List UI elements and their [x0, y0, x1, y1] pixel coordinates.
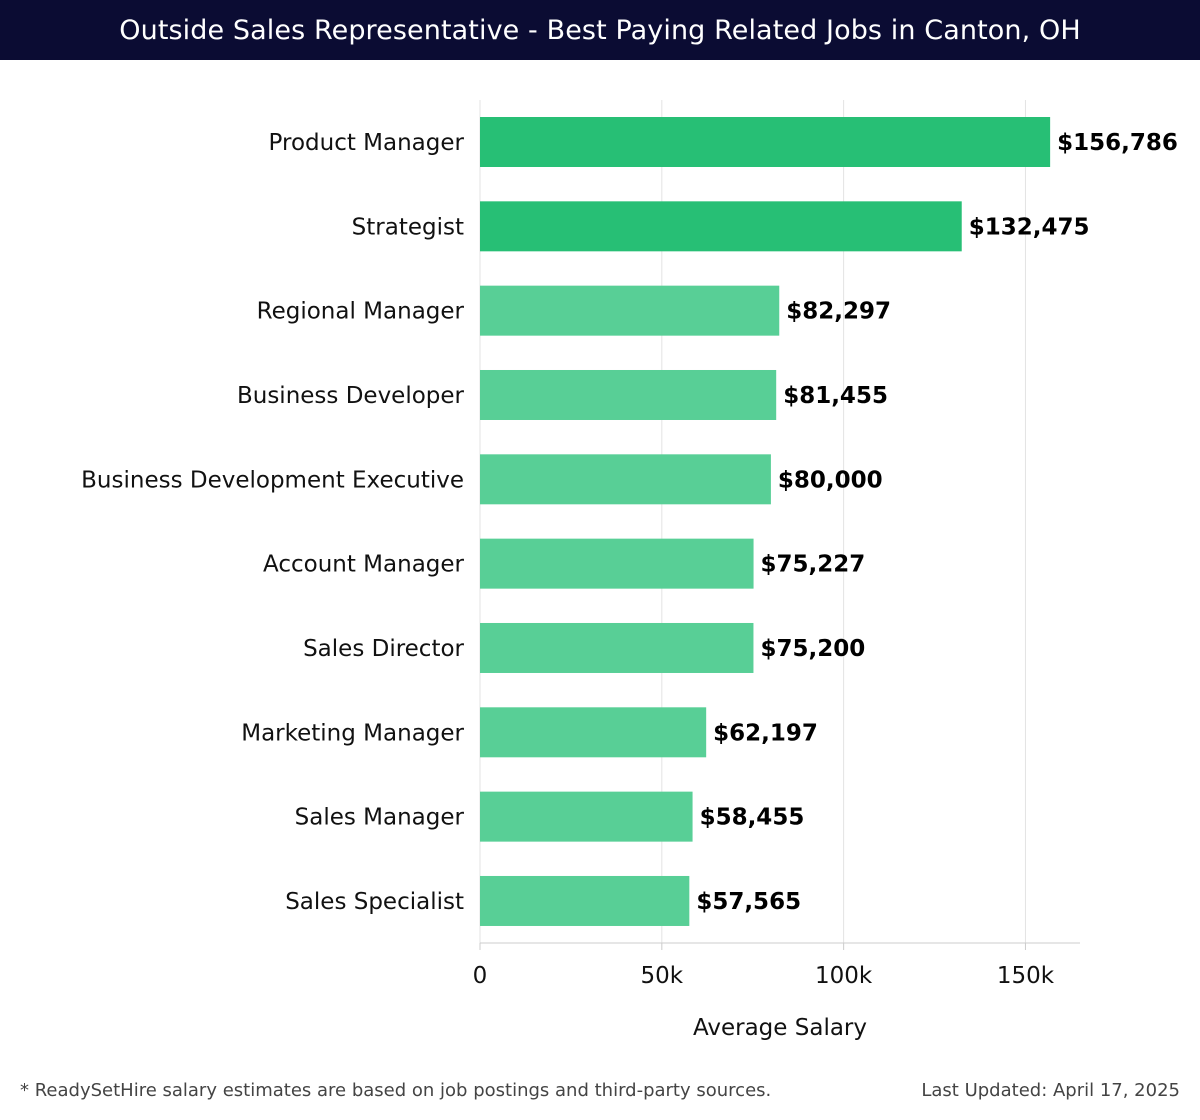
bar: [480, 117, 1051, 167]
value-label: $75,227: [761, 552, 866, 578]
x-tick-label: 100k: [815, 963, 873, 989]
value-label: $58,455: [700, 805, 805, 831]
value-label: $57,565: [696, 889, 801, 915]
bars: Product Manager $156,786 Strategist $132,47…: [81, 117, 1178, 926]
value-label: $75,200: [760, 636, 865, 662]
bar: [480, 369, 777, 420]
bar: [480, 538, 754, 589]
bar: [480, 791, 693, 842]
value-label: $82,297: [786, 299, 891, 325]
category-label: Sales Director: [303, 636, 464, 662]
category-label: Business Development Executive: [81, 467, 464, 493]
category-label: Product Manager: [269, 130, 465, 156]
category-label: Account Manager: [263, 552, 465, 578]
category-label: Strategist: [352, 214, 464, 240]
bar: [480, 201, 962, 252]
category-label: Business Developer: [237, 383, 465, 409]
category-label: Sales Manager: [295, 805, 465, 831]
value-label: $62,197: [713, 720, 818, 746]
x-axis-title: Average Salary: [693, 1015, 867, 1041]
x-axis: 0 50k 100k 150k: [473, 942, 1080, 989]
bar: [480, 875, 690, 926]
x-tick-label: 150k: [997, 963, 1055, 989]
footnote-updated: Last Updated: April 17, 2025: [921, 1080, 1180, 1101]
footnote-source: * ReadySetHire salary estimates are base…: [20, 1080, 772, 1101]
bar: [480, 622, 754, 673]
bar: [480, 285, 780, 336]
value-label: $81,455: [783, 383, 888, 409]
category-label: Sales Specialist: [285, 889, 464, 915]
bar: [480, 454, 771, 505]
category-label: Regional Manager: [257, 299, 465, 325]
x-tick-label: 0: [473, 963, 488, 989]
chart-title: Outside Sales Representative - Best Payi…: [0, 0, 1200, 60]
value-label: $80,000: [778, 467, 883, 493]
value-label: $132,475: [969, 214, 1090, 240]
x-tick-label: 50k: [641, 963, 684, 989]
category-label: Marketing Manager: [241, 720, 464, 746]
bar-chart: Product Manager $156,786 Strategist $132,47…: [81, 100, 1178, 1041]
bar: [480, 707, 707, 758]
value-label: $156,786: [1057, 130, 1178, 156]
